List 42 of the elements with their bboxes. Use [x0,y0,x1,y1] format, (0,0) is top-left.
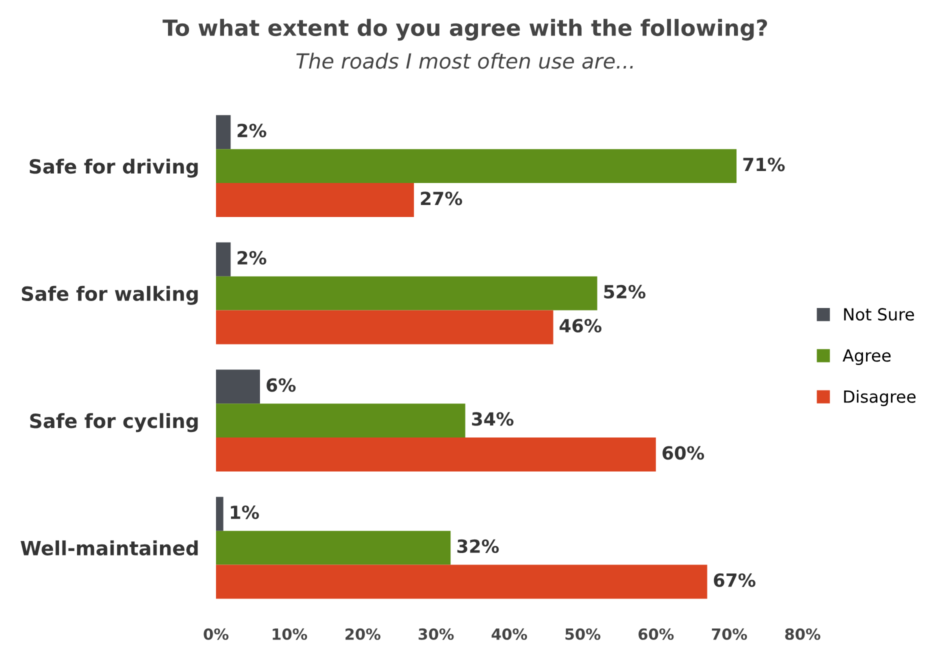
x-tick-label: 60% [638,628,674,640]
data-label: 2% [238,124,266,138]
x-tick-label: 70% [712,628,748,640]
data-label: 32% [457,539,499,554]
legend-label: Disagree [844,390,916,406]
x-tick-label: 30% [418,628,454,640]
bar [216,149,737,184]
bar [216,404,466,438]
x-tick-label: 40% [492,628,528,640]
y-tick-label: Safe for cycling [30,413,198,432]
chart-subtitle: The roads I most often use are... [296,52,633,69]
x-tick-label: 80% [785,628,820,640]
bar [216,564,708,599]
legend-label: Agree [842,349,891,366]
y-tick-label: Well-maintained [20,540,198,556]
bar [216,242,231,276]
chart-title: To what extent do you agree with the following? [162,18,768,41]
legend-label: Not Sure [844,308,914,321]
data-label: 6% [266,378,296,392]
data-label: 71% [743,158,785,172]
x-tick-label: 50% [565,628,600,640]
bar [216,276,598,310]
bar [216,310,554,344]
x-tick-label: 0% [204,628,228,640]
bar [216,183,414,217]
x-tick-label: 20% [346,628,380,640]
bar [216,115,231,150]
data-label: 2% [238,250,266,265]
data-label: 67% [714,573,756,587]
bar [216,496,224,531]
data-label: 27% [420,192,462,206]
data-label: 60% [662,446,704,460]
x-tick-label: 10% [272,628,308,640]
data-label: 52% [604,284,646,299]
y-tick-label: Safe for walking [22,286,198,305]
data-label: 46% [560,318,602,332]
data-label: 1% [230,505,259,520]
bar [216,438,656,472]
bar [216,370,260,404]
bar [216,530,451,565]
y-tick-label: Safe for driving [30,158,198,178]
data-label: 34% [472,412,514,426]
